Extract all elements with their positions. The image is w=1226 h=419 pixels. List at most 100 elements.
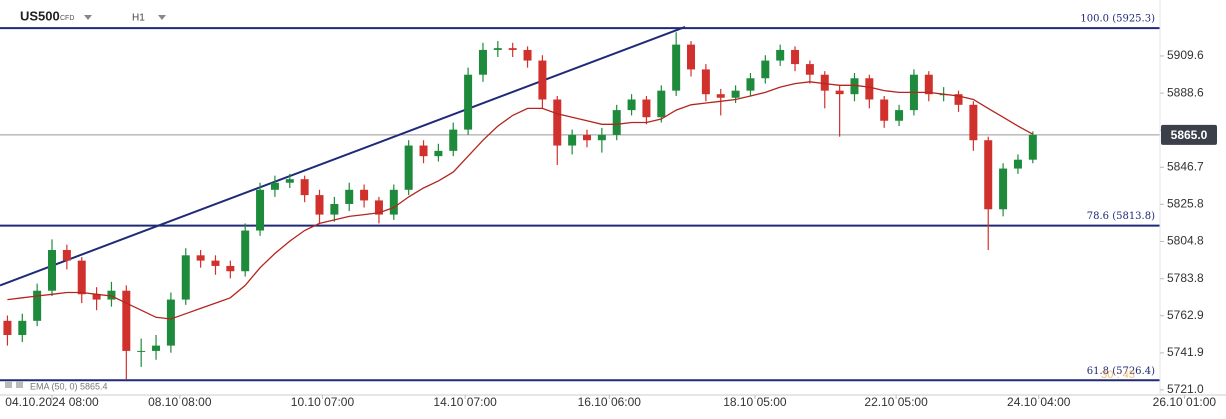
candle-body [954,94,963,105]
candle-body [805,64,814,75]
symbol-dropdown[interactable] [84,15,92,20]
candle-body [523,49,532,61]
candle-body [850,78,859,95]
candle-body [716,94,725,98]
candle-timer: 30 : 45 [1101,369,1135,381]
candle-body [969,104,978,141]
x-tick-label: 24.10 04:00 [1007,395,1071,409]
candle-body [3,320,12,335]
instrument: CFD [60,15,74,22]
candle-body [880,99,889,121]
ema-settings-icon[interactable] [16,381,23,388]
candle-body [360,189,369,201]
y-tick-label: 5783.8 [1167,271,1204,285]
candle-body [181,255,190,300]
x-tick-label: 26.10 01:00 [1153,395,1217,409]
candle-body [597,134,606,141]
fib-label: 78.6 (5813.8) [1087,211,1155,222]
candle-body [999,168,1008,210]
candle-body [865,78,874,100]
candle-body [48,249,57,291]
y-tick-label: 5825.8 [1167,196,1204,210]
plot-area [0,25,1160,382]
y-tick-label: 5762.9 [1167,308,1204,322]
x-tick-label: 18.10 05:00 [723,395,787,409]
candle-body [345,189,354,204]
candle-body [374,200,383,215]
candle-body [33,290,42,321]
candle-body [835,90,844,95]
x-tick-label: 22.10 05:00 [864,395,928,409]
x-tick-label: 08.10 08:00 [148,395,212,409]
price-badge [1161,124,1217,145]
candle-body [152,345,161,351]
candle-body [1013,159,1022,169]
candle-body [924,74,933,95]
x-tick-label: 16.10 06:00 [578,395,642,409]
timeframe-dropdown[interactable] [158,15,166,20]
price-badge-label: 5865.0 [1171,128,1208,142]
candle-body [820,74,829,91]
candle-body [687,44,696,70]
x-tick-label: 10.10 07:00 [291,395,355,409]
trendline [0,25,686,287]
candle-body [107,290,116,300]
candle-body [746,78,755,91]
ema-icon[interactable] [5,381,12,388]
ema-line [7,81,1034,320]
candle-body [701,69,710,95]
y-tick-label: 5909.6 [1167,48,1204,62]
candle-body [226,265,235,272]
candle-body [419,145,428,157]
y-tick-label: 5721.0 [1167,382,1204,396]
fib-label: 100.0 (5925.3) [1080,14,1155,25]
x-tick-label: 14.10 07:00 [433,395,497,409]
candle-body [241,230,250,272]
timeframe[interactable]: H1 [132,13,145,24]
candle-body [166,299,175,346]
candle-body [791,49,800,65]
candle-body [508,48,517,50]
candle-body [642,99,651,118]
candle-body [270,182,279,190]
candle-body [568,134,577,146]
x-tick-label: 04.10.2024 08:00 [5,395,99,409]
symbol[interactable]: US500 [20,8,60,23]
candle-body [657,90,666,118]
candle-body [434,150,443,157]
candle-body [582,134,591,141]
candle-body [493,48,502,50]
ema-legend: EMA (50, 0) 5865.4 [30,381,108,391]
candle-body [672,44,681,91]
candle-body [538,60,547,100]
candle-body [612,110,621,135]
candle-body [776,49,785,61]
y-tick-label: 5846.7 [1167,159,1204,173]
fib-label: 61.8 (5726.4) [1087,366,1155,377]
y-tick-label: 5888.6 [1167,85,1204,99]
candle-body [731,90,740,98]
candle-body [330,203,339,215]
candle-body [196,255,205,261]
candle-body [300,179,309,196]
candle-body [478,49,487,75]
candle-body [984,140,993,210]
candle-body [627,99,636,111]
candle-body [211,260,220,266]
candle-body [256,189,265,231]
candle-body [895,110,904,121]
candle-body [553,99,562,146]
candle-body [92,294,101,300]
candle-body [122,290,131,351]
y-tick-label: 5804.8 [1167,234,1204,248]
candle-body [464,74,473,130]
candle-body [18,320,27,335]
candle-body [62,249,71,261]
candle-body [77,260,86,295]
candle-body [137,350,146,352]
candle-body [315,195,324,215]
candle-body [389,189,398,215]
y-tick-label: 5741.9 [1167,345,1204,359]
